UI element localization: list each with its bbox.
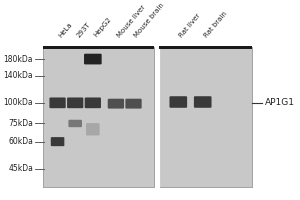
FancyBboxPatch shape: [194, 96, 212, 108]
Bar: [43, 47, 154, 187]
Text: 180kDa: 180kDa: [4, 55, 33, 64]
Text: Mouse liver: Mouse liver: [116, 4, 146, 38]
Text: HeLa: HeLa: [58, 21, 74, 38]
Text: Rat liver: Rat liver: [178, 12, 202, 38]
FancyBboxPatch shape: [51, 137, 64, 146]
Text: 100kDa: 100kDa: [4, 98, 33, 107]
Text: 45kDa: 45kDa: [8, 164, 33, 173]
FancyBboxPatch shape: [108, 99, 124, 109]
Text: 60kDa: 60kDa: [8, 137, 33, 146]
Text: 293T: 293T: [75, 21, 91, 38]
Bar: [159, 46, 252, 49]
Text: 140kDa: 140kDa: [4, 71, 33, 80]
FancyBboxPatch shape: [68, 120, 82, 127]
Text: Rat brain: Rat brain: [203, 10, 228, 38]
FancyBboxPatch shape: [67, 97, 83, 108]
FancyBboxPatch shape: [86, 123, 100, 135]
Text: HepG2: HepG2: [93, 16, 112, 38]
Text: 75kDa: 75kDa: [8, 119, 33, 128]
Bar: [43, 46, 154, 49]
Text: Mouse brain: Mouse brain: [134, 2, 166, 38]
FancyBboxPatch shape: [85, 97, 101, 108]
Bar: [159, 47, 252, 187]
FancyBboxPatch shape: [84, 54, 102, 64]
Text: AP1G1: AP1G1: [265, 98, 295, 107]
FancyBboxPatch shape: [125, 99, 142, 109]
FancyBboxPatch shape: [169, 96, 187, 108]
FancyBboxPatch shape: [50, 97, 66, 108]
